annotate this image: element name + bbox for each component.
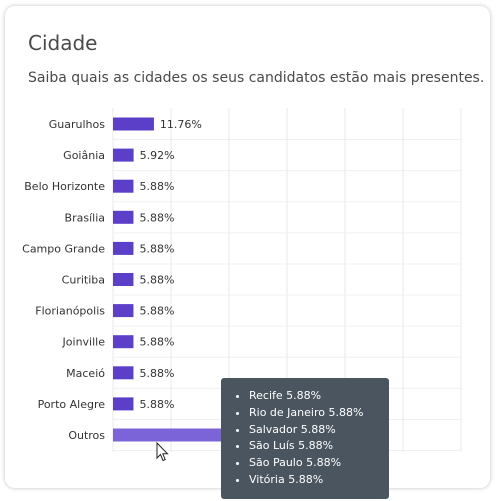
value-label: 5.88% (139, 180, 174, 193)
value-label: 5.92% (140, 149, 175, 162)
chart-tooltip: Recife 5.88% Rio de Janeiro 5.88% Salvad… (221, 378, 389, 499)
category-label: Maceió (66, 367, 105, 380)
tooltip-item: São Luís 5.88% (249, 438, 381, 455)
category-label: Curitiba (62, 274, 105, 287)
value-label: 5.88% (139, 274, 174, 287)
card-title: Cidade (28, 31, 98, 55)
value-label: 5.88% (139, 398, 174, 411)
chart-category-labels: Guarulhos Goiânia Belo Horizonte Brasília Ca… (22, 118, 105, 442)
bar[interactable] (113, 148, 134, 162)
value-label: 5.88% (139, 242, 174, 255)
category-label: Guarulhos (49, 118, 105, 131)
card-subtitle: Saiba quais as cidades os seus candidato… (28, 70, 485, 86)
bar[interactable] (113, 335, 134, 349)
category-label: Campo Grande (22, 242, 105, 255)
bar[interactable] (113, 366, 134, 380)
bar[interactable] (113, 241, 134, 255)
tooltip-item: São Paulo 5.88% (249, 455, 381, 472)
value-label: 5.88% (139, 211, 174, 224)
category-label: Joinville (62, 336, 106, 349)
value-label: 5.88% (139, 367, 174, 380)
value-label: 11.76% (160, 118, 202, 131)
bar[interactable] (113, 179, 134, 193)
tooltip-item: Vitória 5.88% (249, 472, 381, 489)
category-label: Outros (68, 429, 105, 442)
tooltip-item: Recife 5.88% (249, 388, 381, 405)
bar[interactable] (113, 428, 236, 442)
tooltip-item: Salvador 5.88% (249, 422, 381, 439)
tooltip-item: Rio de Janeiro 5.88% (249, 405, 381, 422)
category-label: Belo Horizonte (24, 180, 105, 193)
category-label: Brasília (65, 211, 105, 224)
bar[interactable] (113, 397, 134, 411)
bar[interactable] (113, 304, 134, 318)
category-label: Porto Alegre (38, 398, 106, 411)
chart-bars (113, 117, 236, 442)
bar[interactable] (113, 210, 134, 224)
category-label: Florianópolis (35, 305, 105, 318)
category-label: Goiânia (63, 149, 105, 162)
mouse-cursor-icon (156, 442, 169, 462)
bar[interactable] (113, 117, 154, 131)
value-label: 5.88% (139, 305, 174, 318)
chart-value-labels: 11.76% 5.92% 5.88% 5.88% 5.88% 5.88% 5.88% 5.88… (139, 118, 201, 411)
value-label: 5.88% (139, 336, 174, 349)
bar[interactable] (113, 273, 134, 286)
